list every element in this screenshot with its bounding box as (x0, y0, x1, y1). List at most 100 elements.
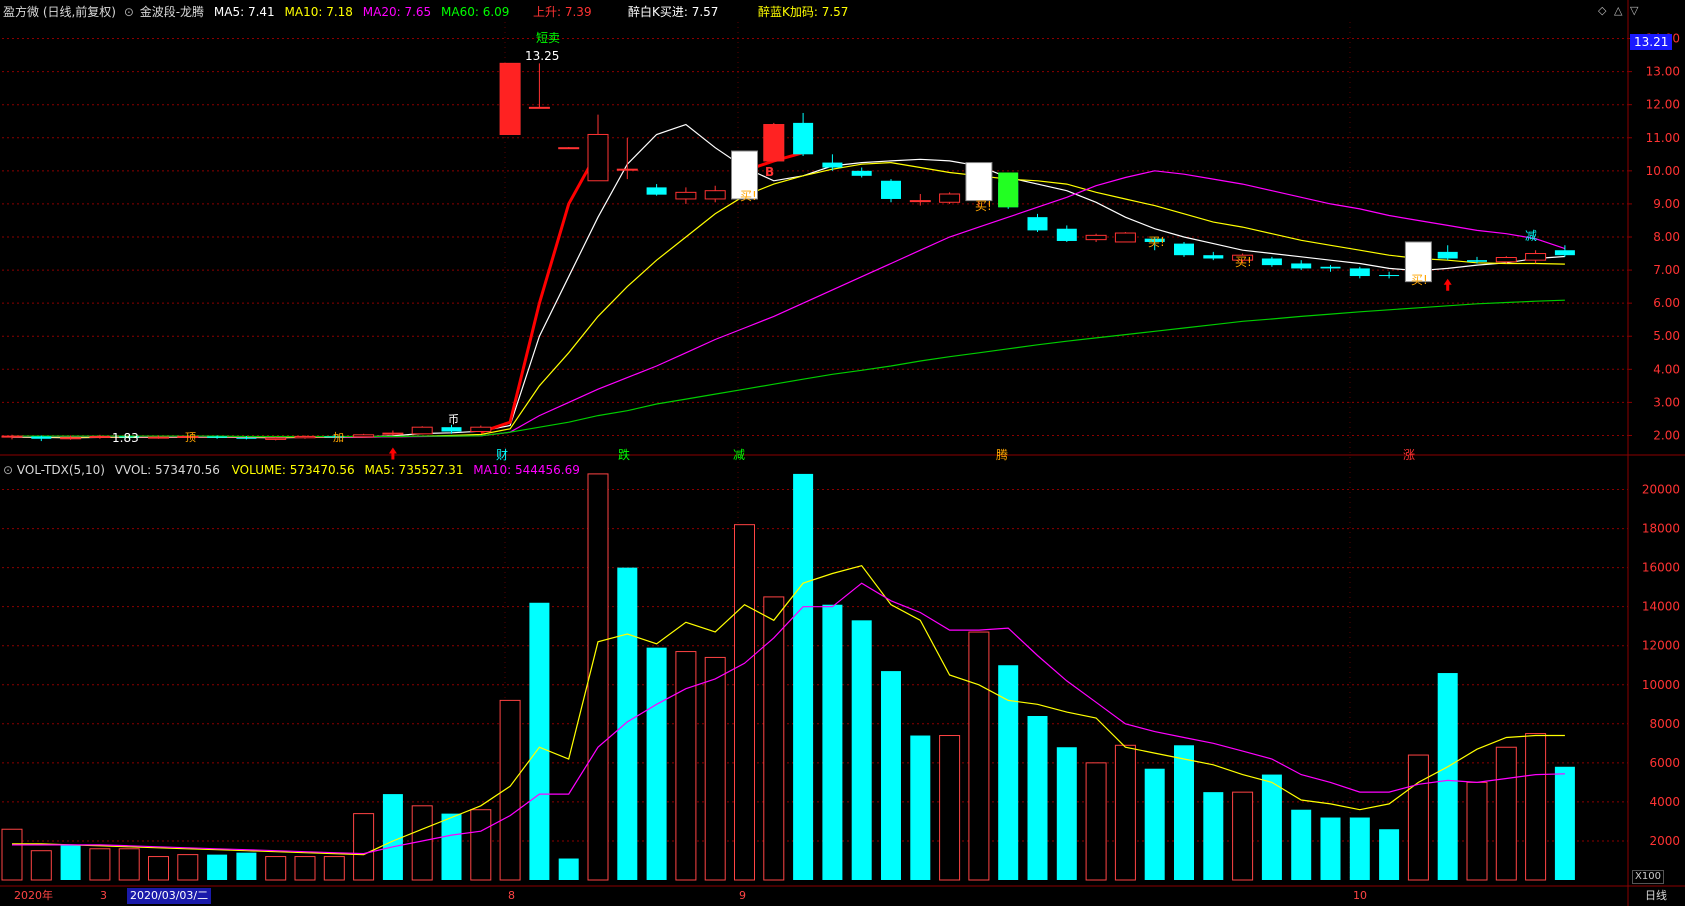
annotation-buy-5: 买! (1411, 273, 1428, 287)
green-signal-bar (998, 172, 1019, 208)
price-tick-label: 12.00 (1646, 98, 1680, 112)
vvol-readout: VVOL: 573470.56 (114, 463, 220, 477)
candle-body-down (1467, 260, 1487, 262)
price-ma-lines (11, 123, 1566, 439)
down-arrow-icon[interactable]: ▽ (1630, 4, 1639, 17)
volume-header: ⊙ VOL-TDX(5,10) VVOL: 573470.56 VOLUME: … (3, 462, 580, 478)
candle-body-down (31, 436, 52, 439)
candle-body-down (1261, 258, 1282, 266)
volume-bar-down (382, 794, 403, 880)
volume-bar-up (968, 631, 990, 881)
price-tick-label: 3.00 (1653, 395, 1680, 409)
candle-body-down (1203, 255, 1224, 259)
candle-body-up (558, 147, 580, 150)
candle-body-up (616, 168, 638, 171)
candle-body-up (89, 435, 111, 438)
volume-unit: X100 (1632, 870, 1664, 884)
volume-bar-down (617, 567, 638, 880)
axis-month-3: 3 (100, 889, 107, 902)
volume-tick-label: 6000 (1649, 756, 1680, 770)
price-header: 盈方微 (日线,前复权) ⊙ 金波段-龙腾 MA5: 7.41 MA10: 7.… (3, 4, 509, 20)
candle-body-up (704, 190, 726, 200)
candle-body-up (587, 133, 609, 182)
annotation-buy-2: 买! (975, 199, 992, 213)
candle-body-down (646, 187, 667, 195)
candle-body-up (1, 435, 23, 438)
volume-bar-up (294, 856, 316, 881)
diamond-icon[interactable]: ◇ (1598, 4, 1607, 17)
volume-bar-down (1174, 745, 1194, 880)
volume-bar-down (1144, 768, 1165, 880)
volume-bar-down (529, 602, 550, 880)
volume-bar-up (265, 856, 287, 881)
price-line-ma60 (12, 299, 1565, 438)
candle-body-down (1027, 217, 1048, 231)
candle-body-up (1232, 254, 1254, 261)
annotation-high: 13.25 (525, 49, 560, 63)
signal-box-white (965, 162, 993, 202)
ma10-readout: MA10: 7.18 (284, 5, 353, 19)
volume-bar-up (30, 850, 52, 881)
annotation-die: 跌 (618, 448, 631, 462)
candle-body-up (148, 436, 169, 439)
price-tick-label: 8.00 (1653, 230, 1680, 244)
volume-bar-down (441, 813, 462, 880)
stock-name[interactable]: 盈方微 (日线,前复权) (3, 5, 116, 19)
buy-arrow-icon (1443, 278, 1452, 291)
volume-bar-down (1203, 792, 1224, 880)
dropdown-icon[interactable]: ⊙ (123, 5, 134, 19)
candle-body-up (60, 437, 82, 440)
annotation-cai: 财 (496, 448, 509, 462)
up-arrow-icon[interactable]: △ (1614, 4, 1623, 17)
volume-line-ma5 (12, 565, 1565, 856)
volume-line-ma10 (12, 582, 1565, 855)
volume-bar-down (998, 665, 1019, 880)
volume-tick-label: 4000 (1649, 795, 1680, 809)
volume-bar-up (1407, 754, 1429, 881)
candle-body-down (822, 162, 843, 168)
candle-body-down (119, 436, 140, 438)
price-tick-label: 13.00 (1646, 65, 1680, 79)
candle-body-down (441, 427, 462, 432)
candle-body-down (851, 170, 872, 176)
axis-month-9: 9 (739, 889, 746, 902)
volume-bar-up (675, 651, 697, 881)
signal-box-white (731, 150, 758, 200)
volume-bar-down (1261, 774, 1282, 880)
volume-indicator-name[interactable]: VOL-TDX(5,10) (16, 463, 105, 477)
volume-tick-label: 18000 (1642, 522, 1680, 536)
axis-month-10: 10 (1353, 889, 1367, 902)
volume-bar-up (1, 828, 23, 881)
volume-ma-lines (12, 565, 1565, 856)
annotation-jian: 减 (733, 448, 746, 462)
volume-bar-up (89, 848, 111, 881)
candle-body-down (1379, 275, 1400, 277)
price-tick-label: 4.00 (1653, 362, 1680, 376)
candle-body-up (353, 434, 375, 438)
volume-bar-up (1114, 744, 1136, 881)
candle-body-down (1320, 266, 1341, 269)
volume-bar-up (1085, 762, 1107, 881)
candle-body-up (1114, 232, 1136, 243)
volume-bar-up (177, 854, 199, 881)
volume-bar-up (323, 856, 345, 881)
candle-body-down (1437, 251, 1458, 259)
period-button[interactable]: 日线 (1645, 889, 1667, 902)
volume-bar-up (1232, 791, 1254, 881)
price-tick-label: 10.00 (1646, 164, 1680, 178)
indicator-name[interactable]: 金波段-龙腾 (139, 5, 205, 19)
volume-bar-down (1379, 829, 1400, 880)
volume-dropdown-icon[interactable]: ⊙ (3, 463, 14, 477)
volume-bar-down (1056, 747, 1077, 880)
volume-bar-down (1027, 716, 1048, 880)
volume-bar-down (60, 844, 81, 880)
candle-body-up (411, 426, 433, 435)
rise-readout: 上升: 7.39 (533, 5, 592, 19)
volume-bar-down (207, 854, 228, 880)
candle-body-down (793, 122, 814, 155)
vol-ma10-readout: MA10: 544456.69 (473, 463, 580, 477)
ma5-readout: MA5: 7.41 (213, 5, 275, 19)
volume-bars (1, 473, 1575, 881)
candle-body-down (1349, 268, 1370, 277)
